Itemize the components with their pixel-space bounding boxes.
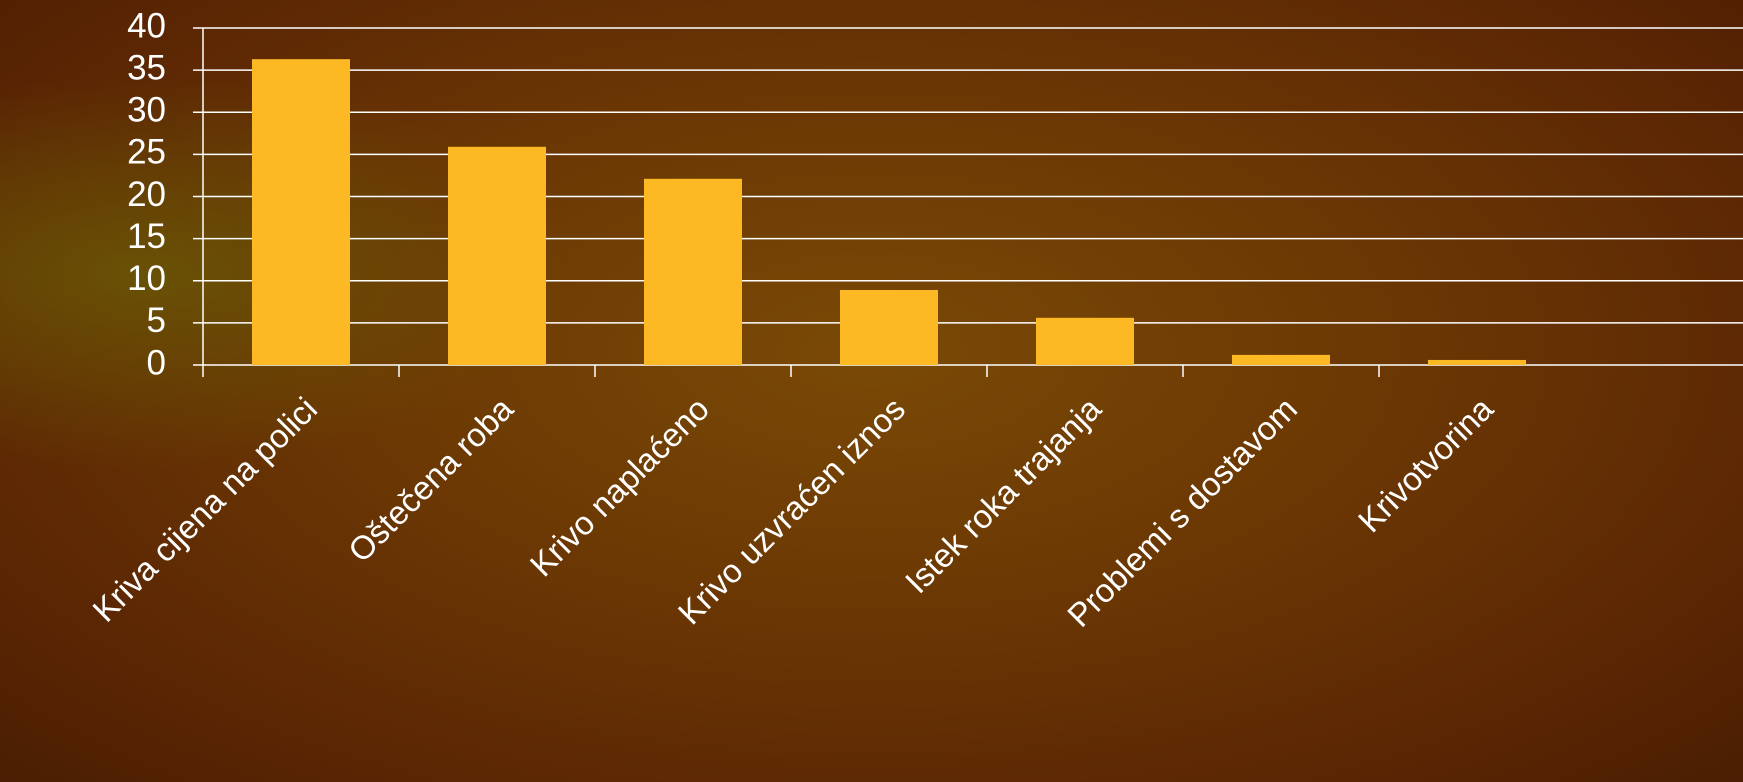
bar (1036, 317, 1134, 365)
y-tick-label: 15 (127, 217, 166, 256)
y-tick-label: 35 (127, 48, 166, 87)
bar (840, 290, 938, 365)
bar (252, 59, 350, 366)
bar (1232, 354, 1330, 365)
y-tick-label: 10 (127, 259, 166, 298)
y-tick-label: 40 (127, 6, 166, 45)
y-tick-label: 25 (127, 133, 166, 172)
bar (1428, 359, 1526, 365)
y-tick-label: 0 (147, 343, 166, 382)
y-tick-label: 5 (147, 301, 166, 340)
y-tick-label: 20 (127, 175, 166, 214)
bar (448, 146, 546, 365)
bar (644, 178, 742, 365)
y-tick-label: 30 (127, 91, 166, 130)
